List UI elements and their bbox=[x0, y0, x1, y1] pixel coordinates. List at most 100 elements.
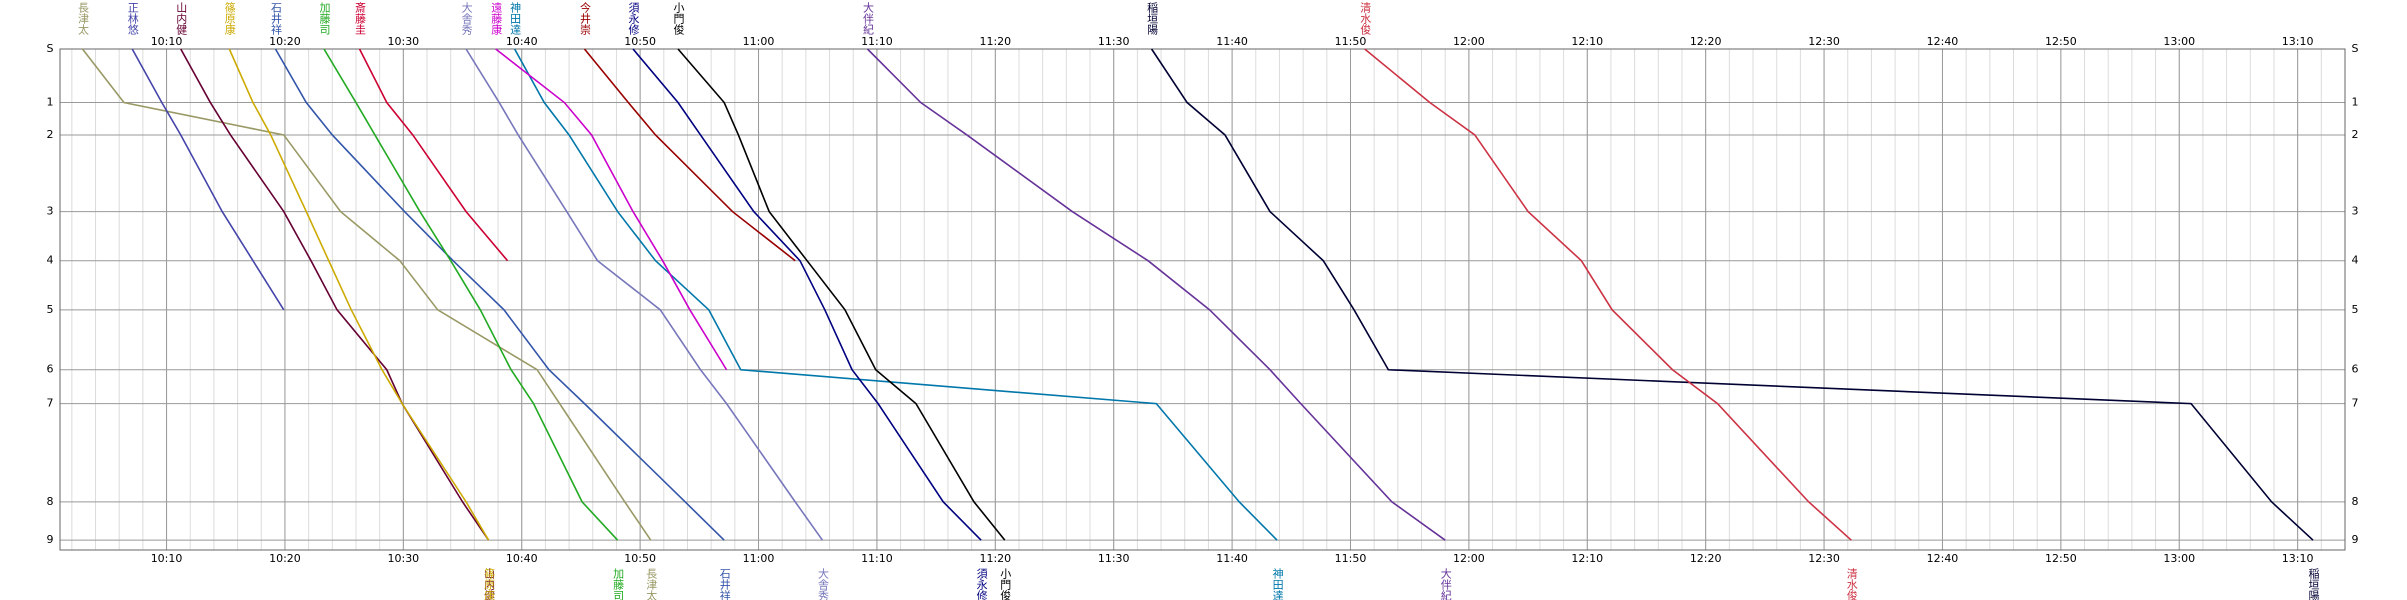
x-tick-label: 10:10 bbox=[151, 35, 183, 48]
y-tick-label: 1 bbox=[47, 96, 54, 109]
x-tick-label: 10:50 bbox=[624, 552, 656, 565]
x-tick-label: 11:00 bbox=[743, 35, 775, 48]
series-label: 大舎秀 bbox=[460, 1, 473, 35]
x-tick-label: 12:10 bbox=[1571, 552, 1603, 565]
y-tick-label: 9 bbox=[2352, 533, 2359, 546]
y-tick-label: 6 bbox=[2352, 363, 2359, 376]
series-line bbox=[358, 48, 509, 262]
x-tick-label: 12:00 bbox=[1453, 552, 1485, 565]
x-tick-label: 12:50 bbox=[2045, 35, 2077, 48]
series-label: 篠原康 bbox=[483, 567, 496, 600]
series-line bbox=[81, 48, 652, 541]
x-tick-label: 13:10 bbox=[2282, 35, 2314, 48]
x-tick-label: 10:20 bbox=[269, 552, 301, 565]
x-tick-label: 11:10 bbox=[861, 552, 893, 565]
series-label: 今井崇 bbox=[578, 1, 591, 35]
series-label: 遠藤康 bbox=[490, 2, 503, 35]
y-tick-label: 7 bbox=[2352, 397, 2359, 410]
y-tick-label: 7 bbox=[47, 397, 54, 410]
series-line bbox=[513, 48, 1278, 541]
y-tick-label: S bbox=[2352, 42, 2359, 55]
y-tick-label: 2 bbox=[47, 128, 54, 141]
series-line bbox=[495, 48, 728, 371]
x-tick-label: 11:30 bbox=[1098, 552, 1130, 565]
y-tick-label: 3 bbox=[2352, 205, 2359, 218]
series-label: 長津太 bbox=[76, 2, 89, 36]
series-line bbox=[1150, 48, 2314, 541]
x-tick-label: 11:40 bbox=[1216, 552, 1248, 565]
series-label: 稲垣陽 bbox=[1146, 2, 1159, 36]
series-label: 石井祥 bbox=[718, 568, 731, 600]
x-tick-label: 11:50 bbox=[1335, 35, 1367, 48]
x-tick-label: 10:30 bbox=[387, 35, 419, 48]
series-line bbox=[180, 48, 490, 541]
x-tick-label: 13:00 bbox=[2163, 552, 2195, 565]
series-label: 須永修 bbox=[627, 2, 640, 36]
x-tick-label: 11:20 bbox=[979, 35, 1011, 48]
series-label: 長津太 bbox=[645, 568, 658, 600]
x-tick-label: 11:50 bbox=[1335, 552, 1367, 565]
x-tick-label: 10:30 bbox=[387, 552, 419, 565]
series-line bbox=[131, 48, 285, 311]
y-tick-label: 5 bbox=[2352, 303, 2359, 316]
y-tick-label: 3 bbox=[47, 205, 54, 218]
x-tick-label: 12:30 bbox=[1808, 552, 1840, 565]
x-tick-label: 11:10 bbox=[861, 35, 893, 48]
series-line bbox=[677, 48, 1006, 541]
x-tick-label: 12:20 bbox=[1690, 552, 1722, 565]
y-tick-label: 6 bbox=[47, 363, 54, 376]
series-line bbox=[583, 48, 796, 262]
x-tick-label: 12:40 bbox=[1927, 552, 1959, 565]
x-tick-label: 11:30 bbox=[1098, 35, 1130, 48]
series-label: 大伴紀 bbox=[1439, 567, 1452, 600]
x-tick-label: 10:20 bbox=[269, 35, 301, 48]
series-label: 神田達 bbox=[509, 1, 522, 35]
x-tick-label: 12:50 bbox=[2045, 552, 2077, 565]
x-tick-label: 10:40 bbox=[506, 35, 538, 48]
series-line bbox=[465, 48, 824, 541]
y-tick-label: 8 bbox=[2352, 495, 2359, 508]
x-tick-label: 12:30 bbox=[1808, 35, 1840, 48]
y-tick-label: 1 bbox=[2352, 96, 2359, 109]
x-tick-label: 11:20 bbox=[979, 552, 1011, 565]
x-tick-label: 12:00 bbox=[1453, 35, 1485, 48]
x-tick-label: 10:50 bbox=[624, 35, 656, 48]
series-label: 神田達 bbox=[1271, 567, 1284, 600]
x-tick-label: 10:40 bbox=[506, 552, 538, 565]
x-tick-label: 11:40 bbox=[1216, 35, 1248, 48]
y-tick-label: 9 bbox=[47, 533, 54, 546]
series-line bbox=[274, 48, 725, 541]
series-label: 小門俊 bbox=[999, 568, 1012, 600]
x-tick-label: 13:10 bbox=[2282, 552, 2314, 565]
x-tick-label: 12:10 bbox=[1571, 35, 1603, 48]
series-label: 稲垣陽 bbox=[2307, 568, 2320, 600]
series-label: 加藤司 bbox=[318, 2, 331, 35]
series-label: 大伴紀 bbox=[861, 1, 874, 35]
y-tick-label: 8 bbox=[47, 495, 54, 508]
series-label: 加藤司 bbox=[612, 568, 625, 600]
series-label: 石井祥 bbox=[269, 2, 282, 35]
y-tick-label: 5 bbox=[47, 303, 54, 316]
series-label: 須永修 bbox=[975, 568, 988, 600]
x-tick-label: 13:00 bbox=[2163, 35, 2195, 48]
series-label: 清水俊 bbox=[1359, 2, 1372, 35]
x-tick-label: 12:40 bbox=[1927, 35, 1959, 48]
series-label: 正林悠 bbox=[126, 2, 139, 35]
y-tick-label: S bbox=[47, 42, 54, 55]
y-tick-label: 4 bbox=[47, 254, 54, 267]
series-label: 清水俊 bbox=[1845, 568, 1858, 600]
series-label: 大舎秀 bbox=[816, 567, 829, 600]
series-line bbox=[1364, 48, 1852, 541]
x-tick-label: 10:10 bbox=[151, 552, 183, 565]
series-line bbox=[632, 48, 982, 541]
x-tick-label: 11:00 bbox=[743, 552, 775, 565]
series-label: 山内健 bbox=[483, 568, 496, 600]
series-line bbox=[866, 48, 1446, 541]
series-line bbox=[228, 48, 490, 541]
y-tick-label: 4 bbox=[2352, 254, 2359, 267]
series-label: 山内健 bbox=[175, 2, 188, 35]
series-line bbox=[323, 48, 619, 541]
series-label: 篠原康 bbox=[223, 1, 236, 35]
series-label: 小門俊 bbox=[672, 2, 685, 35]
